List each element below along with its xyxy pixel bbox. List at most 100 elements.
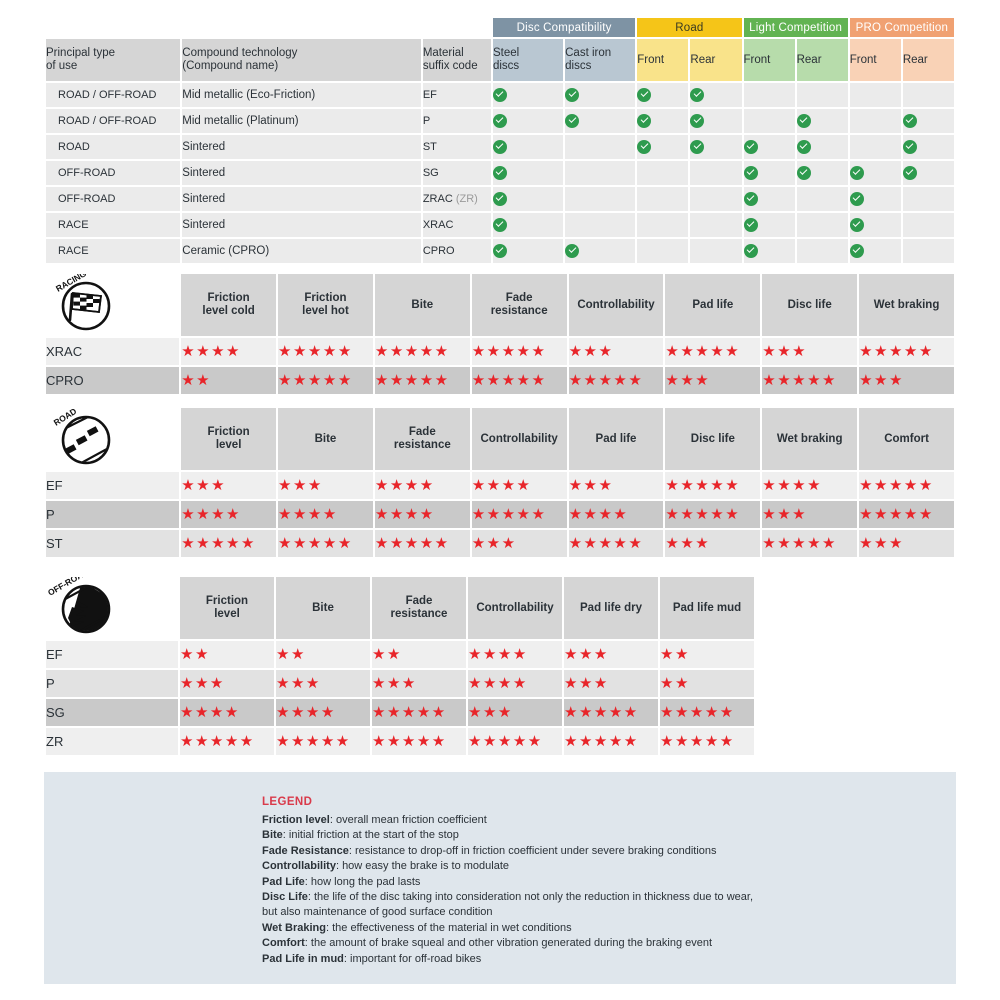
row-label-cpro: CPRO <box>46 367 180 394</box>
cell-material-suffix-code: EF <box>422 83 491 107</box>
col-header-pad-life-mud: Pad life mud <box>660 577 754 639</box>
star-rating-4: ★★★★ <box>276 703 336 721</box>
star-rating-5: ★★★★★ <box>564 703 639 721</box>
rating-cell: ★★★★★ <box>471 501 567 528</box>
rating-cell: ★★★★★ <box>278 367 373 394</box>
compat-check-empty <box>902 239 954 263</box>
cell-material-suffix-code: XRAC <box>422 213 491 237</box>
col-header-rear: Rear <box>902 39 954 81</box>
col-header-steel-discs: Steel discs <box>492 39 564 81</box>
legend-entry: Pad Life in mud: important for off-road … <box>262 952 482 965</box>
compat-check-yes <box>796 161 848 185</box>
table-row: P ★★★★ ★★★★ ★★★★ ★★★★★ ★★★★ ★★★★★ ★★★ ★★★★★ <box>46 501 954 528</box>
row-label-ef: EF <box>46 472 180 499</box>
compat-check-yes <box>492 135 564 159</box>
compat-check-empty <box>849 135 901 159</box>
compat-check-yes <box>492 187 564 211</box>
table-row: EF ★★ ★★ ★★ ★★★★ ★★★ ★★ <box>46 641 954 668</box>
check-circle-icon <box>492 218 507 232</box>
star-rating-5: ★★★★★ <box>181 534 256 552</box>
col-header-bite: Bite <box>374 274 470 336</box>
compat-check-yes <box>743 187 795 211</box>
rating-cell: ★★★ <box>568 472 664 499</box>
rating-cell: ★★ <box>660 670 754 697</box>
rating-cell: ★★★★ <box>468 641 562 668</box>
rating-cell: ★★★★★ <box>372 728 466 755</box>
table-row: ST ★★★★★ ★★★★★ ★★★★★ ★★★ ★★★★★ ★★★ ★★★★★ ★★★ <box>46 530 954 557</box>
band-road: Road <box>637 18 742 37</box>
table-row: CPRO ★★ ★★★★★ ★★★★★ ★★★★★ ★★★★★ ★★★ ★★★★★ ★★★ <box>46 367 954 394</box>
star-rating-3: ★★★ <box>762 342 808 360</box>
compat-check-empty <box>565 135 636 159</box>
col-header-cast-iron-discs: Cast iron discs <box>565 39 636 81</box>
col-header-controllability: Controllability <box>468 577 562 639</box>
rating-cell: ★★★ <box>762 501 858 528</box>
compat-check-yes <box>690 109 742 133</box>
star-rating-4: ★★★★ <box>374 476 435 494</box>
rating-cell: ★★★★★ <box>568 530 664 557</box>
compat-check-yes <box>849 239 901 263</box>
check-circle-icon <box>637 114 652 128</box>
star-rating-3: ★★★ <box>568 342 614 360</box>
star-rating-3: ★★★ <box>568 476 614 494</box>
star-rating-3: ★★★ <box>278 476 323 494</box>
rating-cell: ★★★★ <box>276 699 370 726</box>
col-header-material-suffix-code: Material suffix code <box>422 39 491 81</box>
col-header-fade-resistance: Fade resistance <box>374 408 470 470</box>
spacer <box>756 728 954 755</box>
star-rating-2: ★★ <box>180 645 210 663</box>
legend-panel: LEGEND Friction level: overall mean fric… <box>44 772 956 984</box>
compat-subheader-row: Principal type of use Compound technology(… <box>46 39 954 81</box>
col-header-fade-resistance: Fade resistance <box>471 274 567 336</box>
offroad-ratings-table: OFF-ROAD Friction level Bite Fade resistance… <box>44 575 956 757</box>
compat-check-yes <box>743 239 795 263</box>
col-header-pad-life-dry: Pad life dry <box>564 577 658 639</box>
band-disc-compatibility: Disc Compatibility <box>492 18 636 37</box>
star-rating-5: ★★★★★ <box>471 371 547 389</box>
rating-cell: ★★★★★ <box>564 728 658 755</box>
cell-material-suffix-code: ZRAC (ZR) <box>422 187 491 211</box>
compat-check-yes <box>743 135 795 159</box>
cell-material-suffix-code: P <box>422 109 491 133</box>
offroad-disc-icon: OFF-ROAD <box>46 577 178 639</box>
compat-check-empty <box>565 161 636 185</box>
compat-check-yes <box>849 161 901 185</box>
table-row: RACE Ceramic (CPRO) CPRO <box>46 239 954 263</box>
legend-entry: Bite: initial friction at the start of t… <box>262 829 459 842</box>
row-label-sg: SG <box>46 699 178 726</box>
star-rating-2: ★★ <box>372 645 402 663</box>
rating-cell: ★★★ <box>564 670 658 697</box>
rating-cell: ★★★★ <box>374 501 470 528</box>
check-circle-icon <box>565 114 580 128</box>
spacer <box>756 641 954 668</box>
compat-check-empty <box>796 187 848 211</box>
rating-cell: ★★★ <box>859 367 954 394</box>
compat-check-empty <box>902 187 954 211</box>
table-row: ROAD / OFF-ROAD Mid metallic (Eco-Frictio… <box>46 83 954 107</box>
rating-cell: ★★★★★ <box>859 501 954 528</box>
star-rating-2: ★★ <box>660 645 690 663</box>
cell-principal-use: RACE <box>46 239 181 263</box>
row-label-p: P <box>46 501 180 528</box>
legend-entry: Fade Resistance: resistance to drop-off … <box>262 844 717 857</box>
col-header-pad-life: Pad life <box>568 408 664 470</box>
legend-entry: but also maintenance of good surface con… <box>262 906 493 919</box>
rating-cell: ★★★★ <box>181 338 277 365</box>
cell-principal-use: ROAD <box>46 135 181 159</box>
check-circle-icon <box>492 88 507 102</box>
road-ratings-table: ROAD Friction level Bite Fade resistance Cont… <box>44 406 956 559</box>
cell-principal-use: OFF-ROAD <box>46 187 181 211</box>
table-row: OFF-ROAD Sintered SG <box>46 161 954 185</box>
rating-cell: ★★★ <box>564 641 658 668</box>
legend-entry: Pad Life: how long the pad lasts <box>262 875 421 888</box>
star-rating-5: ★★★★★ <box>468 732 543 750</box>
cell-compound-technology: Mid metallic (Platinum) <box>182 109 421 133</box>
star-rating-3: ★★★ <box>665 534 711 552</box>
row-label-xrac: XRAC <box>46 338 180 365</box>
compat-check-yes <box>690 83 742 107</box>
star-rating-4: ★★★★ <box>471 476 532 494</box>
compat-check-empty <box>796 83 848 107</box>
check-circle-icon <box>565 244 580 258</box>
star-rating-3: ★★★ <box>180 674 225 692</box>
